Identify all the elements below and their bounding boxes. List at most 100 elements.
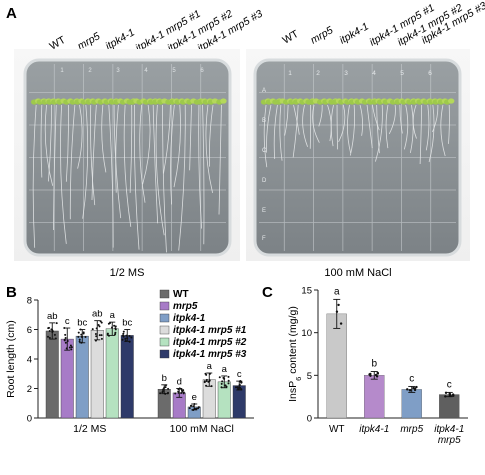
seedling-root bbox=[101, 104, 107, 173]
data-point bbox=[94, 332, 97, 335]
legend-swatch bbox=[159, 289, 170, 299]
data-point bbox=[203, 380, 206, 383]
seedling-root bbox=[432, 104, 439, 133]
data-point bbox=[193, 402, 196, 405]
data-point bbox=[100, 337, 103, 340]
seedling-root bbox=[372, 104, 380, 131]
seedling-root bbox=[65, 104, 69, 182]
x-category-label: itpk4-1 bbox=[434, 424, 464, 435]
seedling-root bbox=[312, 104, 320, 143]
bar bbox=[401, 389, 422, 419]
y-axis-title-rest: content (mg/g) bbox=[287, 306, 299, 377]
data-point bbox=[78, 338, 81, 341]
legend-label: itpk4-1 mrp5 #3 bbox=[173, 349, 247, 360]
data-point bbox=[218, 376, 221, 379]
bar bbox=[439, 394, 460, 419]
x-category-label: WT bbox=[329, 424, 345, 435]
data-point bbox=[114, 331, 117, 334]
plate-letter-f: F bbox=[262, 236, 266, 242]
data-point bbox=[335, 310, 339, 313]
data-point bbox=[84, 336, 87, 339]
y-tick-label: 0 bbox=[27, 414, 32, 425]
seedling-root bbox=[173, 104, 181, 188]
data-point bbox=[95, 335, 98, 338]
panel-b-label: B bbox=[6, 284, 17, 301]
seedling-root bbox=[292, 104, 299, 158]
significance-letter: a bbox=[207, 361, 213, 372]
seedling-root bbox=[115, 104, 119, 193]
seedlings-left bbox=[30, 98, 227, 253]
seedling-root bbox=[90, 104, 96, 206]
data-point bbox=[375, 375, 379, 378]
seedling-root bbox=[273, 104, 278, 159]
seedling-leaf bbox=[220, 98, 227, 104]
bar bbox=[60, 338, 74, 419]
seedling-root bbox=[318, 104, 323, 127]
seedling-root bbox=[412, 104, 417, 139]
seedling-root bbox=[60, 104, 67, 244]
data-point bbox=[113, 324, 116, 327]
data-point bbox=[448, 392, 452, 396]
plate-number-4-right: 4 bbox=[372, 70, 376, 77]
data-point bbox=[128, 335, 131, 338]
y-tick-label: 4 bbox=[27, 355, 32, 366]
y-axis-title: InsP6 content (mg/g) bbox=[287, 306, 303, 402]
data-point bbox=[107, 322, 110, 325]
data-point bbox=[227, 382, 230, 385]
data-point bbox=[126, 337, 129, 340]
plate-number-3-left: 3 bbox=[116, 68, 120, 74]
legend-swatch bbox=[159, 337, 170, 347]
data-point bbox=[161, 391, 164, 394]
data-point bbox=[164, 384, 167, 387]
data-point bbox=[177, 391, 180, 394]
data-point bbox=[225, 385, 228, 388]
data-point bbox=[70, 346, 73, 349]
plate-number-6-left: 6 bbox=[200, 68, 204, 74]
seedling-root bbox=[91, 104, 97, 201]
y-tick-label: 5 bbox=[307, 371, 312, 382]
data-point bbox=[94, 339, 97, 342]
seedling-root bbox=[266, 104, 272, 153]
x-category-label: mrp5 bbox=[438, 435, 461, 446]
plate-letter-e: E bbox=[262, 208, 266, 214]
data-point bbox=[167, 391, 170, 394]
seedling-root bbox=[347, 104, 351, 154]
data-point bbox=[239, 380, 242, 383]
data-point bbox=[174, 392, 177, 395]
significance-letter: a bbox=[110, 310, 116, 321]
significance-letter: ab bbox=[92, 309, 103, 320]
seedling-root bbox=[359, 104, 363, 136]
data-point bbox=[444, 391, 448, 394]
data-point bbox=[110, 326, 113, 329]
data-point bbox=[66, 340, 69, 343]
data-point bbox=[208, 379, 211, 382]
seedling-root bbox=[32, 104, 37, 248]
plate-caption-left: 1/2 MS bbox=[110, 267, 145, 279]
seedling-root bbox=[330, 104, 334, 147]
data-point bbox=[70, 348, 73, 351]
data-point bbox=[77, 335, 80, 338]
seedling-root bbox=[123, 104, 132, 227]
legend-label: WT bbox=[173, 289, 189, 300]
seedling-root bbox=[152, 104, 159, 224]
data-point bbox=[220, 386, 223, 389]
data-point bbox=[69, 344, 72, 347]
data-point bbox=[124, 340, 127, 343]
insp6-chart: 0 5 10 15 InsP6 content (mg/g) a WT b itpk4-1 c mr… bbox=[287, 286, 468, 446]
seedling-root bbox=[302, 104, 308, 147]
data-point bbox=[237, 388, 240, 391]
plate-number-5-right: 5 bbox=[400, 70, 404, 77]
data-point bbox=[236, 386, 239, 389]
data-point bbox=[54, 337, 57, 340]
y-tick-label: 15 bbox=[301, 286, 312, 297]
y-tick-label: 0 bbox=[307, 414, 312, 425]
seedling-root bbox=[202, 104, 205, 245]
seedling-root bbox=[48, 104, 52, 182]
data-point bbox=[195, 407, 198, 410]
data-point bbox=[412, 386, 415, 390]
seedling-root bbox=[349, 104, 355, 156]
seedling-root bbox=[419, 104, 423, 165]
significance-letter: c bbox=[409, 373, 414, 384]
seedling-root bbox=[218, 104, 222, 215]
